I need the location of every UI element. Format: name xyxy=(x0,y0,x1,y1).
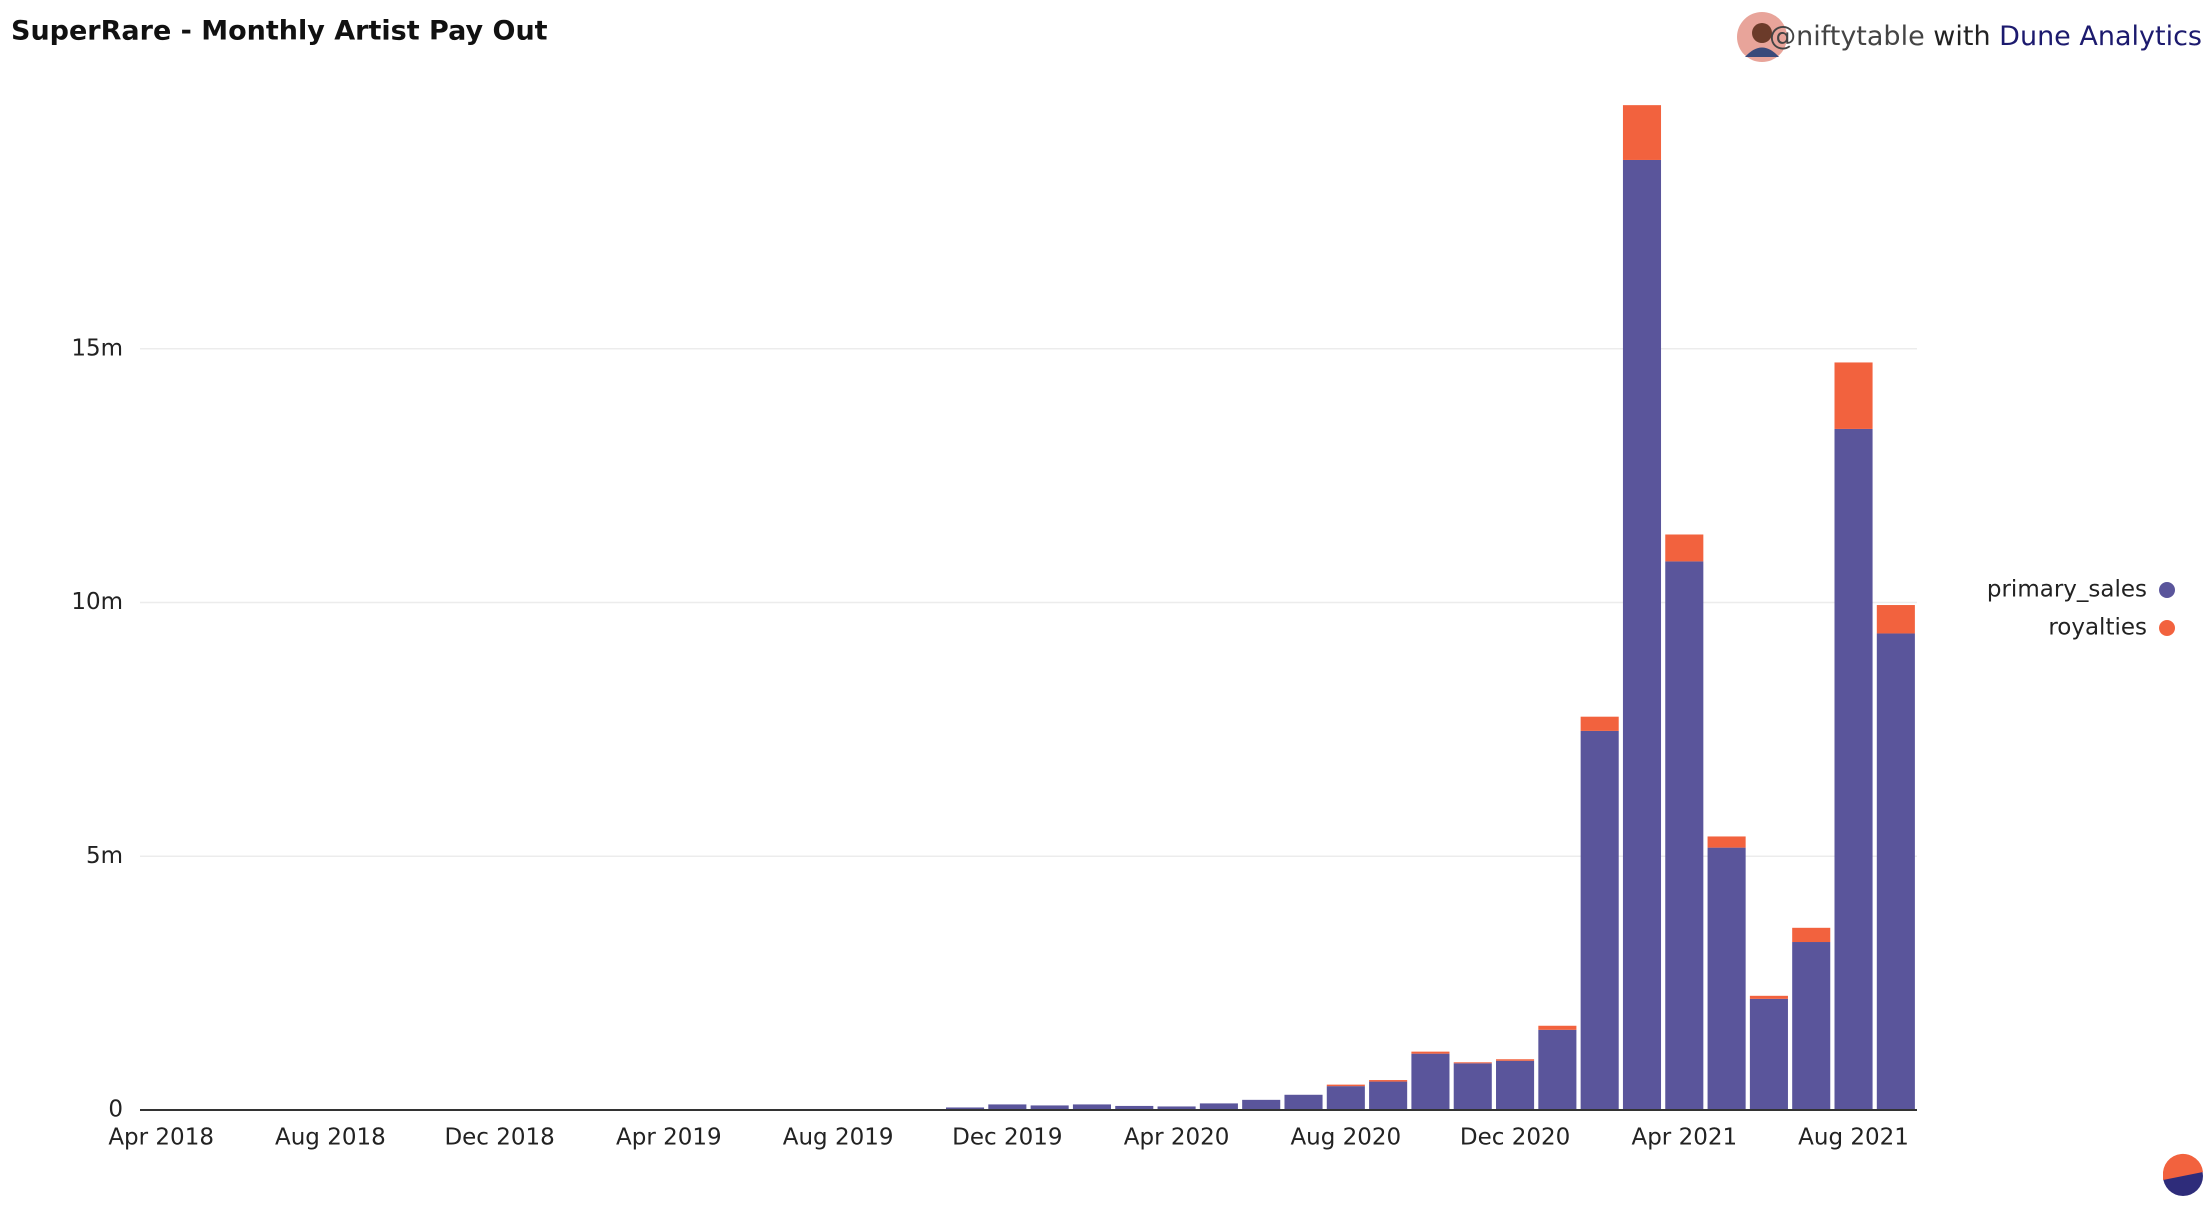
credit-user: @niftytable xyxy=(1769,21,1925,52)
avatar xyxy=(1737,12,1787,62)
bar-segment xyxy=(1622,159,1662,1110)
bar-segment xyxy=(1665,561,1704,1110)
x-tick-label: Aug 2020 xyxy=(1290,1125,1401,1151)
bar-segment xyxy=(1453,1063,1492,1110)
bar-segment xyxy=(1707,836,1746,848)
bar-segment xyxy=(1792,927,1831,943)
bar-segment xyxy=(1580,730,1619,1110)
credit-joiner: with xyxy=(1933,21,1990,52)
bar-segment xyxy=(1707,847,1746,1110)
bar-segment xyxy=(1496,1060,1535,1110)
bar-segment xyxy=(1749,998,1788,1110)
bar-segment xyxy=(1369,1081,1408,1110)
bar-segment xyxy=(1115,1105,1154,1110)
bar-segment xyxy=(1157,1106,1196,1110)
x-tick-label: Apr 2020 xyxy=(1124,1125,1230,1151)
bar-segment xyxy=(1199,1103,1238,1110)
bar-segment xyxy=(1326,1086,1365,1110)
bar-segment xyxy=(1369,1080,1408,1082)
bar-segment xyxy=(1876,633,1915,1110)
bar-segment xyxy=(1453,1062,1492,1064)
chart-title: SuperRare - Monthly Artist Pay Out xyxy=(11,16,548,47)
legend-swatch xyxy=(2159,582,2175,598)
bar-segment xyxy=(1411,1051,1450,1054)
bar-segment xyxy=(1580,716,1619,731)
x-tick-label: Apr 2019 xyxy=(616,1125,722,1151)
bar-segment xyxy=(1030,1105,1069,1110)
bar-segment xyxy=(1284,1094,1323,1110)
logo xyxy=(2162,1153,2203,1196)
bar-segment xyxy=(1622,105,1662,160)
credit-source[interactable]: Dune Analytics xyxy=(1999,21,2202,52)
bar-segment xyxy=(945,1107,985,1110)
bar-segment xyxy=(988,1104,1027,1110)
y-tick-label: 0 xyxy=(108,1097,123,1123)
x-tick-label: Dec 2019 xyxy=(952,1125,1062,1151)
x-tick-label: Apr 2018 xyxy=(108,1125,214,1151)
bar-segment xyxy=(1072,1104,1112,1110)
bar-segment xyxy=(1834,362,1873,429)
x-tick-label: Aug 2021 xyxy=(1798,1125,1909,1151)
bar-segment xyxy=(1792,942,1831,1110)
y-tick-label: 15m xyxy=(71,335,123,361)
bar-segment xyxy=(1834,428,1873,1110)
credit: @niftytable with Dune Analytics xyxy=(1769,21,2202,52)
x-tick-label: Apr 2021 xyxy=(1631,1125,1737,1151)
bar-segment xyxy=(1538,1029,1577,1110)
bar-segment xyxy=(1538,1025,1577,1030)
y-tick-label: 5m xyxy=(86,843,123,869)
x-tick-label: Dec 2018 xyxy=(444,1125,554,1151)
bar-segment xyxy=(1876,605,1915,634)
bar-segment xyxy=(1665,534,1704,562)
y-tick-label: 10m xyxy=(71,589,123,615)
bar-segment xyxy=(1411,1053,1450,1110)
bar-segment xyxy=(1496,1059,1535,1061)
x-tick-label: Aug 2019 xyxy=(783,1125,894,1151)
legend-label: royalties xyxy=(2048,615,2147,641)
bar-segment xyxy=(1242,1099,1281,1110)
bar-segment xyxy=(1749,995,1788,999)
legend-swatch xyxy=(2159,620,2175,636)
legend-label: primary_sales xyxy=(1987,577,2147,603)
x-tick-label: Aug 2018 xyxy=(275,1125,386,1151)
x-tick-label: Dec 2020 xyxy=(1460,1125,1570,1151)
bar-segment xyxy=(1326,1084,1365,1087)
